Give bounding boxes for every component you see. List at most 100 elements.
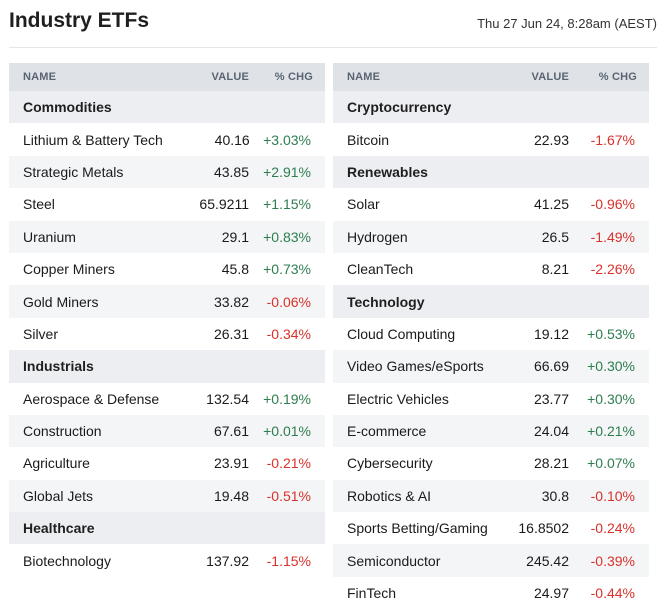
etf-name[interactable]: Semiconductor bbox=[347, 552, 441, 569]
etf-change: -0.96% bbox=[590, 196, 635, 213]
etf-name[interactable]: Silver bbox=[23, 325, 59, 342]
column-header-value[interactable]: VALUE bbox=[211, 71, 249, 83]
etf-value: 65.9211 bbox=[199, 196, 249, 213]
etf-name[interactable]: Lithium & Battery Tech bbox=[23, 131, 163, 148]
etf-name[interactable]: Sports Betting/Gaming bbox=[347, 520, 488, 537]
etf-value: 66.69 bbox=[533, 358, 569, 375]
table-row[interactable]: CleanTech 8.21 -2.26% bbox=[333, 253, 649, 285]
etf-change: -2.26% bbox=[590, 261, 635, 278]
etf-change: -1.49% bbox=[590, 228, 635, 245]
table-row[interactable]: Hydrogen 26.5 -1.49% bbox=[333, 220, 649, 253]
table-row[interactable]: Silver 26.31 -0.34% bbox=[9, 318, 325, 350]
table-row[interactable]: Bitcoin 22.93 -1.67% bbox=[333, 123, 649, 155]
etf-value: 19.12 bbox=[533, 325, 569, 342]
etf-value: 23.91 bbox=[213, 455, 249, 472]
etf-value: 8.21 bbox=[541, 261, 569, 278]
group-header: Cryptocurrency bbox=[333, 91, 649, 124]
table-row[interactable]: Lithium & Battery Tech 40.16 +3.03% bbox=[9, 123, 325, 155]
page-title: Industry ETFs bbox=[9, 9, 150, 32]
table-row[interactable]: Steel 65.9211 +1.15% bbox=[9, 188, 325, 220]
table-row[interactable]: Solar 41.25 -0.96% bbox=[333, 188, 649, 220]
group-header: Healthcare bbox=[9, 512, 325, 545]
etf-name[interactable]: Electric Vehicles bbox=[347, 390, 449, 407]
table-row[interactable]: Strategic Metals 43.85 +2.91% bbox=[9, 155, 325, 189]
etf-change: +0.07% bbox=[587, 455, 635, 472]
table-row[interactable]: Electric Vehicles 23.77 +0.30% bbox=[333, 383, 649, 415]
column-header-chg[interactable]: % CHG bbox=[598, 71, 637, 83]
etf-name[interactable]: Aerospace & Defense bbox=[23, 390, 160, 407]
etf-change: -0.51% bbox=[266, 487, 311, 504]
etf-value: 45.8 bbox=[221, 261, 249, 278]
etf-value: 30.8 bbox=[541, 487, 569, 504]
etf-change: +3.03% bbox=[263, 131, 311, 148]
table-row[interactable]: Cloud Computing 19.12 +0.53% bbox=[333, 318, 649, 350]
etf-change: -0.24% bbox=[590, 520, 635, 537]
etf-name[interactable]: FinTech bbox=[347, 585, 397, 602]
etf-change: +0.73% bbox=[263, 261, 311, 278]
column-header-value[interactable]: VALUE bbox=[531, 71, 569, 83]
etf-value: 29.1 bbox=[221, 228, 249, 245]
etf-change: -0.34% bbox=[266, 325, 311, 342]
etf-name[interactable]: Cloud Computing bbox=[347, 325, 456, 342]
etf-change: -1.67% bbox=[590, 131, 635, 148]
column-header-name[interactable]: NAME bbox=[347, 71, 381, 83]
table-row[interactable]: Video Games/eSports 66.69 +0.30% bbox=[333, 350, 649, 383]
etf-name[interactable]: Video Games/eSports bbox=[347, 358, 484, 375]
etf-change: -0.44% bbox=[590, 585, 635, 602]
etf-name[interactable]: Steel bbox=[23, 196, 55, 213]
table-row[interactable]: Agriculture 23.91 -0.21% bbox=[9, 447, 325, 479]
table-row[interactable]: Cybersecurity 28.21 +0.07% bbox=[333, 447, 649, 479]
etf-value: 41.25 bbox=[533, 196, 569, 213]
etf-value: 24.04 bbox=[533, 423, 569, 440]
etf-value: 43.85 bbox=[213, 163, 249, 180]
etf-name[interactable]: Biotechnology bbox=[23, 552, 111, 569]
etf-change: +0.53% bbox=[587, 325, 635, 342]
table-row[interactable]: Construction 67.61 +0.01% bbox=[9, 414, 325, 448]
table-row[interactable]: Global Jets 19.48 -0.51% bbox=[9, 479, 325, 513]
column-header-name[interactable]: NAME bbox=[23, 71, 57, 83]
etf-value: 33.82 bbox=[213, 293, 249, 310]
etf-name[interactable]: Construction bbox=[23, 423, 102, 440]
table-row[interactable]: E-commerce 24.04 +0.21% bbox=[333, 414, 649, 448]
table-row[interactable]: Aerospace & Defense 132.54 +0.19% bbox=[9, 383, 325, 415]
table-row[interactable]: Sports Betting/Gaming 16.8502 -0.24% bbox=[333, 512, 649, 544]
etf-change: -0.06% bbox=[266, 293, 311, 310]
etf-change: +0.01% bbox=[263, 423, 311, 440]
etf-value: 245.42 bbox=[526, 552, 569, 569]
etf-name[interactable]: Bitcoin bbox=[347, 131, 390, 148]
etf-change: +0.83% bbox=[263, 228, 311, 245]
group-header: Technology bbox=[333, 285, 649, 318]
etf-value: 26.5 bbox=[541, 228, 569, 245]
table-row[interactable]: Gold Miners 33.82 -0.06% bbox=[9, 285, 325, 318]
table-row[interactable]: Robotics & AI 30.8 -0.10% bbox=[333, 479, 649, 513]
etf-value: 23.77 bbox=[533, 390, 569, 407]
etf-value: 132.54 bbox=[206, 390, 249, 407]
table-row[interactable]: Copper Miners 45.8 +0.73% bbox=[9, 253, 325, 285]
etf-change: +0.30% bbox=[587, 390, 635, 407]
table-row[interactable]: Biotechnology 137.92 -1.15% bbox=[9, 544, 325, 576]
table-row[interactable]: Semiconductor 245.42 -0.39% bbox=[333, 544, 649, 577]
etf-name[interactable]: Gold Miners bbox=[23, 293, 99, 310]
timestamp: Thu 27 Jun 24, 8:28am (AEST) bbox=[477, 16, 657, 31]
etf-value: 67.61 bbox=[213, 423, 249, 440]
etf-name[interactable]: Global Jets bbox=[23, 487, 94, 504]
column-header-chg[interactable]: % CHG bbox=[274, 71, 313, 83]
etf-name[interactable]: Copper Miners bbox=[23, 261, 115, 278]
etf-name[interactable]: Cybersecurity bbox=[347, 455, 433, 472]
etf-change: -0.39% bbox=[590, 552, 635, 569]
etf-name[interactable]: Agriculture bbox=[23, 455, 90, 472]
etf-name[interactable]: Strategic Metals bbox=[23, 163, 124, 180]
etf-name[interactable]: Hydrogen bbox=[347, 228, 408, 245]
group-header: Renewables bbox=[333, 155, 649, 189]
group-header: Commodities bbox=[9, 91, 325, 124]
table-row[interactable]: FinTech 24.97 -0.44% bbox=[333, 577, 649, 609]
etf-name[interactable]: E-commerce bbox=[347, 423, 427, 440]
table-body: Commodities Lithium & Battery Tech 40.16 +3… bbox=[9, 91, 325, 577]
etf-name[interactable]: Robotics & AI bbox=[347, 487, 432, 504]
etf-name[interactable]: CleanTech bbox=[347, 261, 414, 278]
table-row[interactable]: Uranium 29.1 +0.83% bbox=[9, 220, 325, 253]
etf-name[interactable]: Uranium bbox=[23, 228, 76, 245]
table-body: Cryptocurrency Bitcoin 22.93 -1.67% Renewabl… bbox=[333, 91, 649, 609]
etf-name[interactable]: Solar bbox=[347, 196, 380, 213]
table-header: NAME VALUE % CHG bbox=[333, 63, 649, 91]
